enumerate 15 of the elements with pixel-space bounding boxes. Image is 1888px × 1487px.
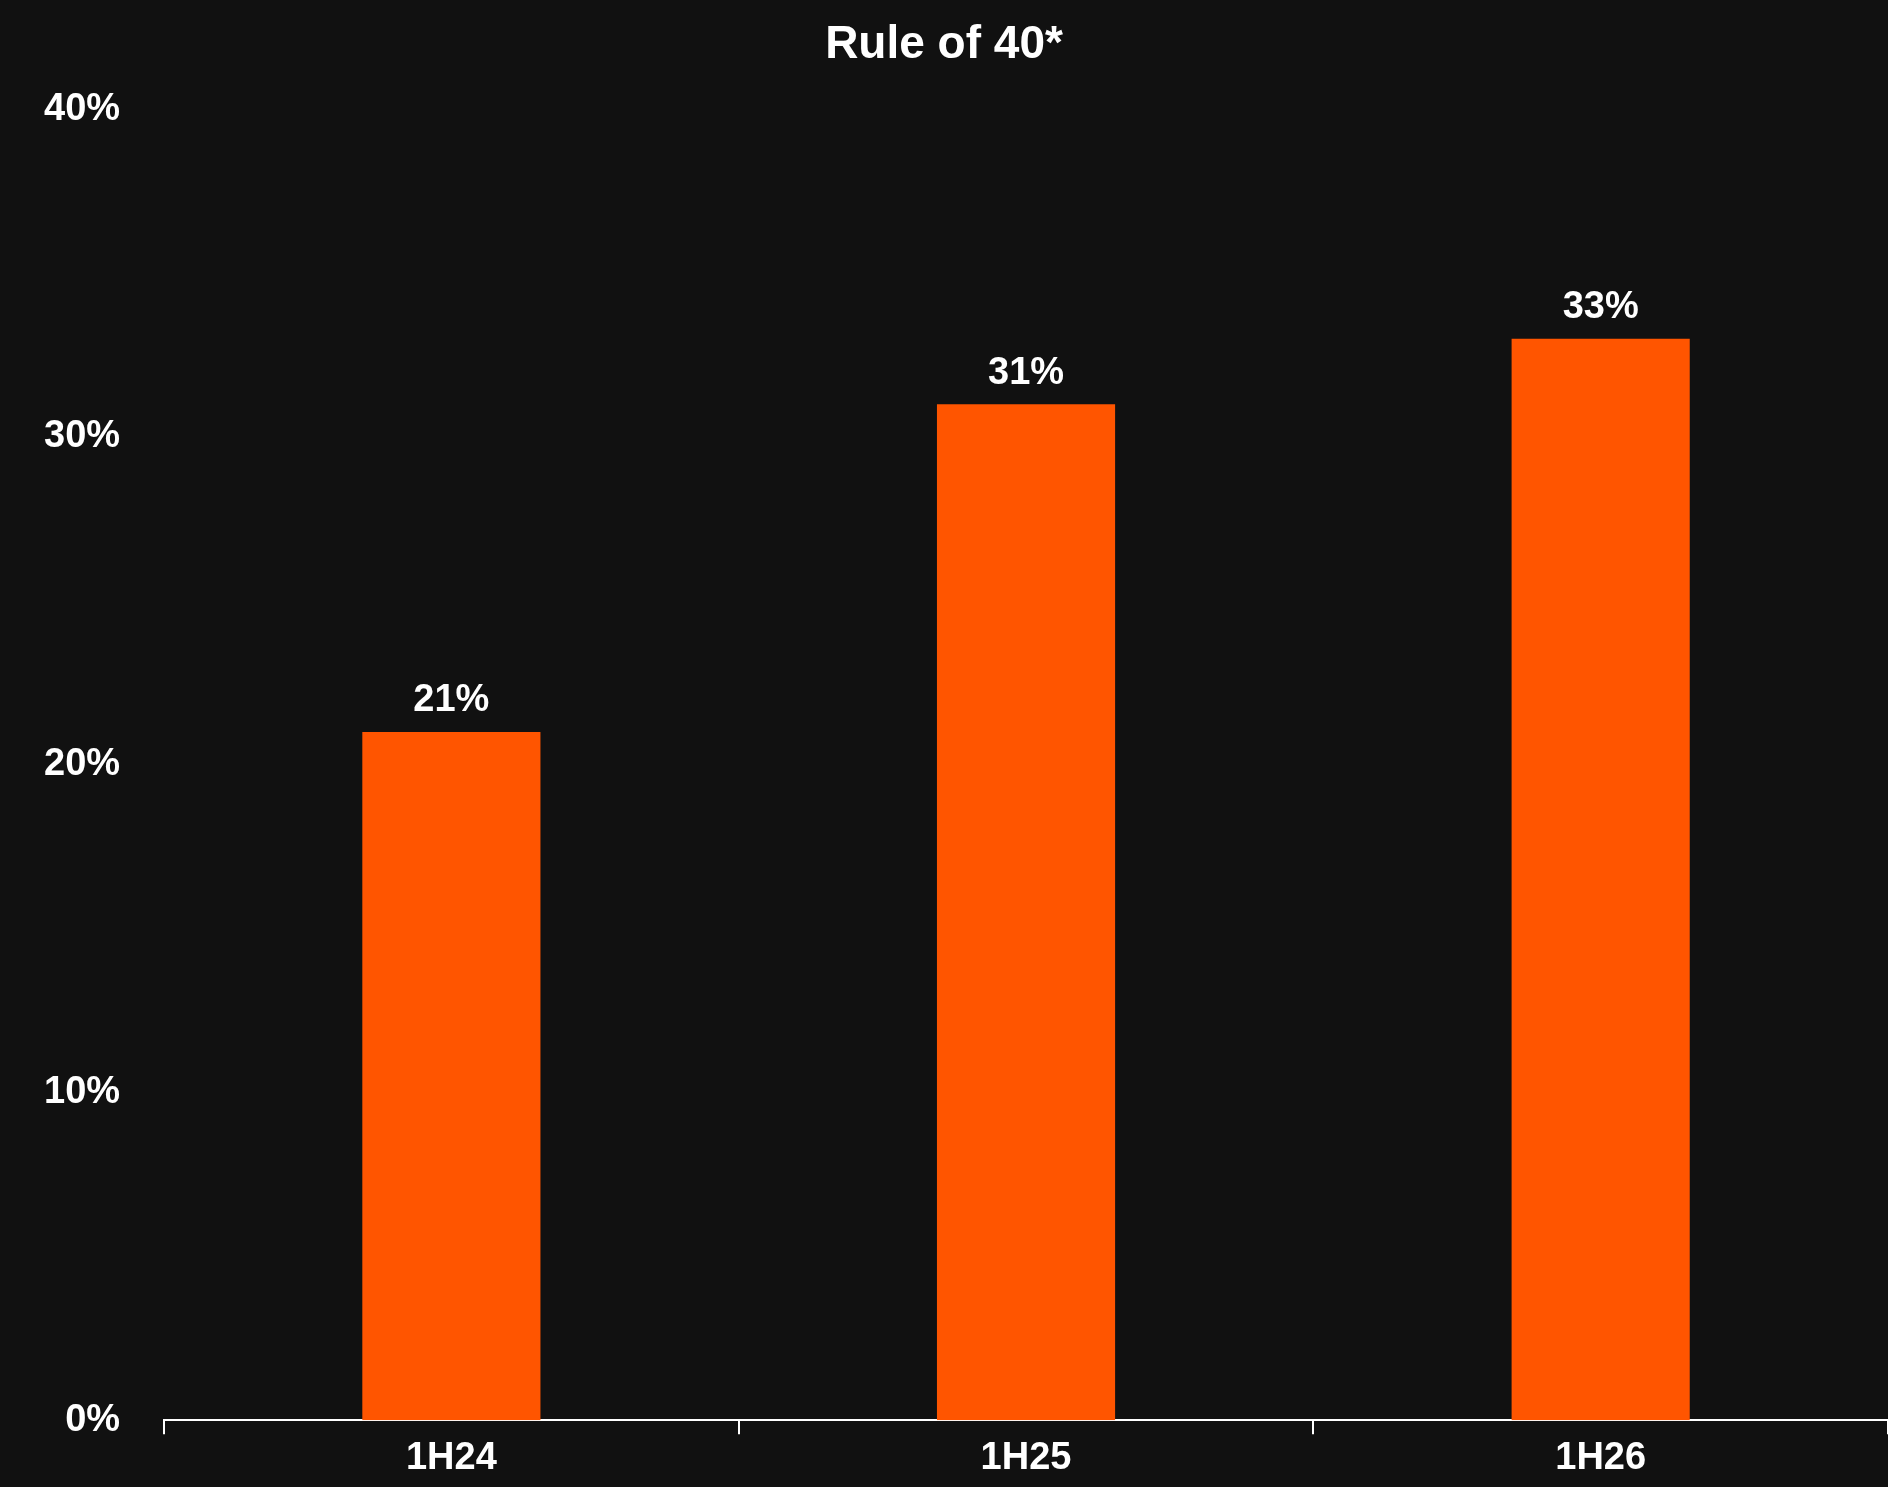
bar — [1511, 338, 1690, 1421]
bar — [362, 731, 541, 1421]
x-tick-label: 1H26 — [1555, 1435, 1647, 1478]
y-tick-label: 20% — [43, 741, 121, 784]
data-label: 21% — [413, 677, 490, 720]
x-tick-label: 1H24 — [405, 1435, 497, 1478]
data-label: 31% — [988, 349, 1065, 392]
data-label: 33% — [1562, 284, 1639, 327]
bar — [936, 404, 1116, 1421]
x-tick-label: 1H25 — [980, 1435, 1072, 1478]
chart-title: Rule of 40* — [825, 16, 1063, 69]
y-tick-label: 30% — [43, 413, 121, 456]
y-tick-label: 40% — [43, 85, 121, 128]
y-tick-label: 10% — [43, 1068, 121, 1111]
y-tick-label: 0% — [65, 1396, 121, 1439]
